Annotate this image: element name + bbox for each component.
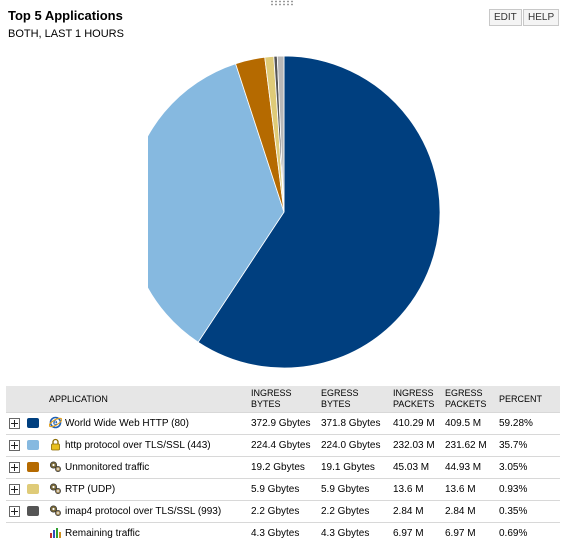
expand-row-icon[interactable]: [9, 483, 20, 495]
table-row[interactable]: RTP (UDP) 5.9 Gbytes 5.9 Gbytes 13.6 M 13.6 …: [6, 478, 560, 501]
table-row[interactable]: imap4 protocol over TLS/SSL (993) 2.2 Gby…: [6, 500, 560, 523]
ingress-bytes-cell: 4.3 Gbytes: [248, 522, 318, 544]
edit-button[interactable]: EDIT: [489, 9, 522, 26]
color-cell: [24, 412, 46, 435]
legend-swatch: [27, 484, 39, 495]
column-header-ingress-bytes: INGRESS BYTES: [248, 386, 318, 413]
application-cell: RTP (UDP): [46, 478, 248, 501]
color-cell: [24, 500, 46, 523]
egress-packets-cell: 44.93 M: [442, 456, 496, 479]
expand-cell[interactable]: [6, 412, 24, 435]
lock-icon: [49, 438, 63, 454]
expand-row-icon[interactable]: [9, 461, 20, 473]
ingress-packets-cell: 410.29 M: [390, 412, 442, 435]
percent-cell: 0.69%: [496, 522, 560, 544]
app-name[interactable]: http protocol over TLS/SSL (443): [65, 440, 211, 451]
ingress-bytes-cell: 224.4 Gbytes: [248, 434, 318, 457]
ingress-packets-cell: 2.84 M: [390, 500, 442, 523]
ingress-packets-cell: 6.97 M: [390, 522, 442, 544]
gears-icon: [49, 504, 63, 520]
expand-row-icon[interactable]: [9, 439, 20, 451]
color-column-header: [24, 386, 46, 413]
widget-subtitle: BOTH, LAST 1 HOURS: [8, 28, 124, 40]
egress-bytes-cell: 5.9 Gbytes: [318, 478, 390, 501]
pie-slice[interactable]: [197, 55, 441, 369]
table-row[interactable]: http protocol over TLS/SSL (443) 224.4 Gb…: [6, 434, 560, 457]
help-button[interactable]: HELP: [523, 9, 560, 26]
color-cell: [24, 478, 46, 501]
app-name[interactable]: RTP (UDP): [65, 484, 116, 495]
table-row[interactable]: e World Wide Web HTTP (80) 372.9 Gbytes 371…: [6, 412, 560, 435]
app-name[interactable]: imap4 protocol over TLS/SSL (993): [65, 506, 222, 517]
ingress-bytes-cell: 19.2 Gbytes: [248, 456, 318, 479]
egress-packets-cell: 13.6 M: [442, 478, 496, 501]
egress-packets-cell: 6.97 M: [442, 522, 496, 544]
pie-slice[interactable]: [148, 63, 285, 343]
svg-text:e: e: [53, 418, 58, 427]
application-cell: http protocol over TLS/SSL (443): [46, 434, 248, 457]
egress-bytes-cell: 19.1 Gbytes: [318, 456, 390, 479]
pie-slice[interactable]: [276, 55, 285, 213]
ingress-packets-cell: 45.03 M: [390, 456, 442, 479]
egress-packets-cell: 2.84 M: [442, 500, 496, 523]
drag-handle[interactable]: [270, 0, 294, 6]
color-cell: [24, 522, 46, 544]
column-header-application: APPLICATION: [46, 386, 248, 413]
color-cell: [24, 456, 46, 479]
egress-packets-cell: 231.62 M: [442, 434, 496, 457]
legend-swatch: [27, 506, 39, 517]
application-cell: Unmonitored traffic: [46, 456, 248, 479]
gears-icon: [49, 482, 63, 498]
legend-swatch: [27, 462, 39, 473]
globe-icon: e: [48, 416, 63, 432]
percent-cell: 3.05%: [496, 456, 560, 479]
applications-table: APPLICATION INGRESS BYTES EGRESS BYTES ING…: [6, 386, 560, 544]
legend-swatch: [27, 418, 39, 429]
expand-row-icon[interactable]: [9, 505, 20, 517]
column-header-egress-bytes: EGRESS BYTES: [318, 386, 390, 413]
column-header-ingress-packets: INGRESS PACKETS: [390, 386, 442, 413]
column-header-egress-packets: EGRESS PACKETS: [442, 386, 496, 413]
percent-cell: 35.7%: [496, 434, 560, 457]
ingress-packets-cell: 13.6 M: [390, 478, 442, 501]
ingress-bytes-cell: 372.9 Gbytes: [248, 412, 318, 435]
percent-cell: 59.28%: [496, 412, 560, 435]
percent-cell: 0.93%: [496, 478, 560, 501]
app-name[interactable]: Unmonitored traffic: [65, 462, 150, 473]
egress-bytes-cell: 4.3 Gbytes: [318, 522, 390, 544]
egress-packets-cell: 409.5 M: [442, 412, 496, 435]
egress-bytes-cell: 2.2 Gbytes: [318, 500, 390, 523]
ingress-bytes-cell: 2.2 Gbytes: [248, 500, 318, 523]
app-name[interactable]: World Wide Web HTTP (80): [65, 418, 189, 429]
bar-chart-icon: [49, 526, 63, 542]
ingress-packets-cell: 232.03 M: [390, 434, 442, 457]
egress-bytes-cell: 224.0 Gbytes: [318, 434, 390, 457]
expand-row-icon[interactable]: [9, 417, 20, 429]
pie-chart: [148, 55, 441, 369]
widget-title: Top 5 Applications: [8, 8, 123, 23]
application-cell: Remaining traffic: [46, 522, 248, 544]
expand-cell: [6, 522, 24, 544]
expand-cell[interactable]: [6, 478, 24, 501]
table-row[interactable]: Remaining traffic 4.3 Gbytes 4.3 Gbytes 6.9…: [6, 522, 560, 544]
table-header-row: APPLICATION INGRESS BYTES EGRESS BYTES ING…: [6, 386, 560, 413]
legend-swatch: [27, 440, 39, 451]
app-name[interactable]: Remaining traffic: [65, 528, 140, 539]
application-cell: imap4 protocol over TLS/SSL (993): [46, 500, 248, 523]
percent-cell: 0.35%: [496, 500, 560, 523]
gears-icon: [49, 460, 63, 476]
expand-cell[interactable]: [6, 500, 24, 523]
expand-column-header: [6, 386, 24, 413]
color-cell: [24, 434, 46, 457]
expand-cell[interactable]: [6, 434, 24, 457]
ingress-bytes-cell: 5.9 Gbytes: [248, 478, 318, 501]
application-cell: e World Wide Web HTTP (80): [46, 412, 248, 435]
expand-cell[interactable]: [6, 456, 24, 479]
column-header-percent: PERCENT: [496, 386, 560, 413]
egress-bytes-cell: 371.8 Gbytes: [318, 412, 390, 435]
table-row[interactable]: Unmonitored traffic 19.2 Gbytes 19.1 Gbyte…: [6, 456, 560, 479]
